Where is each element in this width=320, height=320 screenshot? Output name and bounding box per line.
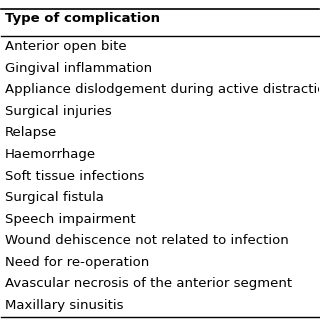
Text: Soft tissue infections: Soft tissue infections — [4, 170, 144, 182]
Text: Anterior open bite: Anterior open bite — [4, 40, 126, 53]
Text: Surgical injuries: Surgical injuries — [4, 105, 111, 118]
Text: Appliance dislodgement during active distraction: Appliance dislodgement during active dis… — [4, 83, 320, 96]
Text: Need for re-operation: Need for re-operation — [4, 256, 149, 269]
Text: Maxillary sinusitis: Maxillary sinusitis — [4, 299, 123, 312]
Text: Avascular necrosis of the anterior segment: Avascular necrosis of the anterior segme… — [4, 277, 292, 290]
Text: Gingival inflammation: Gingival inflammation — [4, 62, 152, 75]
Text: Surgical fistula: Surgical fistula — [4, 191, 103, 204]
Text: Relapse: Relapse — [4, 126, 57, 140]
Text: Wound dehiscence not related to infection: Wound dehiscence not related to infectio… — [4, 234, 288, 247]
Text: Type of complication: Type of complication — [4, 12, 160, 26]
Text: Haemorrhage: Haemorrhage — [4, 148, 96, 161]
Text: Speech impairment: Speech impairment — [4, 213, 135, 226]
